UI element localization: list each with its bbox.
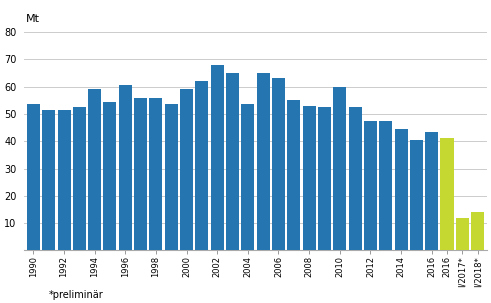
Bar <box>425 132 438 250</box>
Text: Mt: Mt <box>26 14 40 24</box>
Bar <box>287 100 300 250</box>
Bar <box>242 104 254 250</box>
Bar <box>134 98 147 250</box>
Bar <box>149 98 163 250</box>
Bar <box>57 110 71 250</box>
Bar <box>456 218 469 250</box>
Bar <box>302 106 316 250</box>
Bar <box>333 87 346 250</box>
Bar <box>73 107 86 250</box>
Bar <box>180 89 193 250</box>
Bar <box>88 89 101 250</box>
Bar <box>379 121 392 250</box>
Text: *preliminär: *preliminär <box>49 290 104 300</box>
Bar <box>440 138 454 250</box>
Bar <box>349 107 361 250</box>
Bar <box>257 73 270 250</box>
Bar <box>42 110 55 250</box>
Bar <box>165 104 178 250</box>
Bar <box>364 121 377 250</box>
Bar <box>226 73 239 250</box>
Bar <box>104 102 116 250</box>
Bar <box>195 81 208 250</box>
Bar <box>27 104 40 250</box>
Bar <box>211 65 224 250</box>
Bar <box>272 78 285 250</box>
Bar <box>395 129 408 250</box>
Bar <box>410 140 423 250</box>
Bar <box>119 85 132 250</box>
Bar <box>471 212 484 250</box>
Bar <box>318 107 331 250</box>
